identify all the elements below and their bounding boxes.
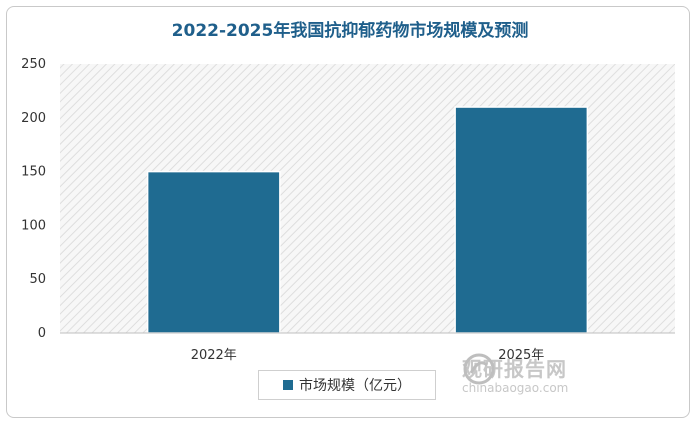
y-tick-label: 150 bbox=[21, 165, 46, 180]
y-tick-label: 250 bbox=[21, 57, 46, 72]
watermark-cn-text: 观研报告网 bbox=[462, 356, 567, 381]
watermark-logo-icon bbox=[463, 353, 495, 385]
watermark: 观研报告网 chinabaogao.com bbox=[462, 352, 632, 400]
y-tick-label: 0 bbox=[38, 326, 46, 341]
x-tick-label: 2025年 bbox=[498, 348, 544, 363]
y-axis: 0 50 100 150 200 250 bbox=[21, 57, 46, 341]
x-tick-label: 2022年 bbox=[191, 348, 237, 363]
chart-title: 2022-2025年我国抗抑郁药物市场规模及预测 bbox=[171, 21, 529, 41]
legend-swatch bbox=[283, 380, 293, 390]
bar bbox=[454, 106, 589, 334]
x-axis: 2022年 2025年 bbox=[191, 348, 545, 363]
legend-label: 市场规模（亿元） bbox=[299, 378, 411, 394]
bars bbox=[146, 106, 589, 334]
y-tick-label: 50 bbox=[29, 272, 46, 287]
y-tick-label: 100 bbox=[21, 218, 46, 233]
bar bbox=[146, 170, 281, 334]
watermark-en-text: chinabaogao.com bbox=[462, 380, 569, 395]
y-tick-label: 200 bbox=[21, 111, 46, 126]
legend: 市场规模（亿元） bbox=[258, 370, 436, 400]
